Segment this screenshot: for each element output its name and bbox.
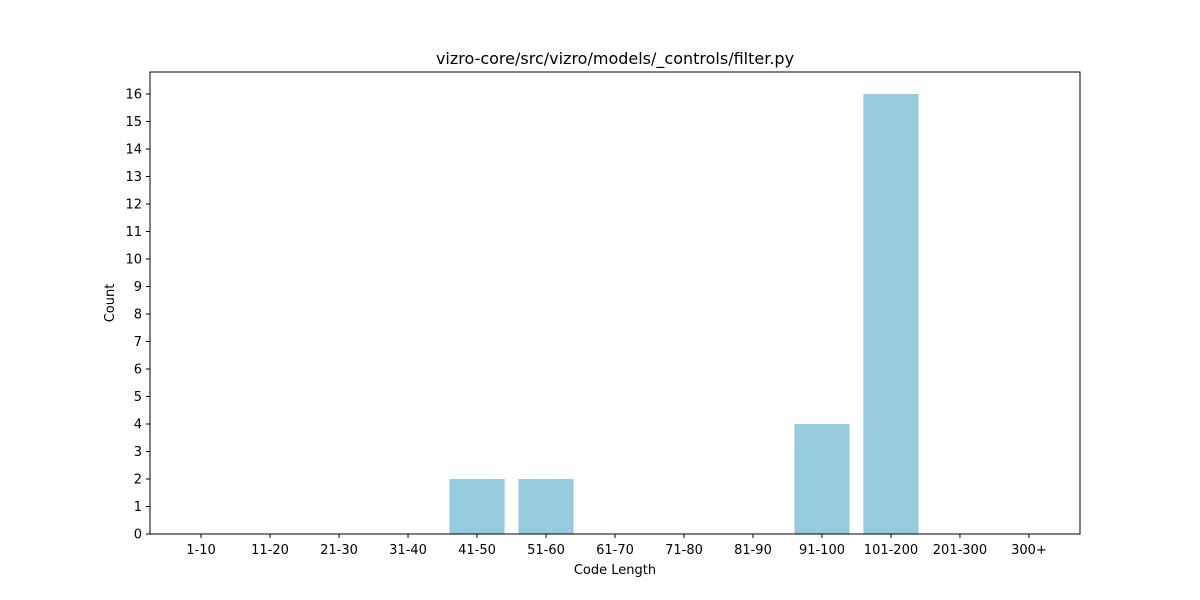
y-tick-label: 12 — [125, 198, 142, 213]
y-tick-label: 5 — [134, 390, 142, 405]
x-axis: 1-10 11-20 21-30 31-40 41-50 51-60 61-70 71-80 8… — [186, 534, 1047, 558]
x-tick-label: 201-300 — [933, 543, 987, 558]
x-tick-label: 300+ — [1011, 543, 1047, 558]
y-tick-label: 7 — [134, 335, 142, 350]
x-tick-label: 31-40 — [389, 543, 427, 558]
x-tick-label: 11-20 — [251, 543, 289, 558]
y-tick-label: 13 — [125, 170, 142, 185]
x-tick-label: 81-90 — [734, 543, 772, 558]
x-tick-label: 21-30 — [320, 543, 358, 558]
y-tick-label: 6 — [134, 363, 142, 378]
y-tick-label: 0 — [134, 528, 142, 543]
y-tick-label: 4 — [134, 418, 142, 433]
x-tick-label: 61-70 — [596, 543, 634, 558]
y-tick-label: 14 — [125, 143, 142, 158]
y-tick-label: 11 — [125, 225, 142, 240]
x-axis-label: Code Length — [574, 563, 656, 578]
plot-frame — [149, 71, 1081, 535]
chart-title: vizro-core/src/vizro/models/_controls/fi… — [436, 49, 794, 69]
y-tick-label: 3 — [134, 445, 142, 460]
y-tick-label: 15 — [125, 115, 142, 130]
x-tick-label: 41-50 — [458, 543, 496, 558]
bars-group — [449, 94, 919, 534]
y-axis-label: Count — [103, 284, 118, 323]
bar-101-200 — [863, 94, 919, 534]
y-tick-label: 8 — [134, 308, 142, 323]
y-tick-label: 10 — [125, 253, 142, 268]
bar-91-100 — [794, 424, 850, 534]
bar-41-50 — [449, 479, 505, 534]
bar-51-60 — [518, 479, 574, 534]
x-tick-label: 91-100 — [799, 543, 845, 558]
y-tick-label: 2 — [134, 473, 142, 488]
x-tick-label: 51-60 — [527, 543, 565, 558]
x-tick-label: 101-200 — [864, 543, 918, 558]
y-tick-label: 1 — [134, 500, 142, 515]
y-tick-label: 9 — [134, 280, 142, 295]
y-tick-label: 16 — [125, 88, 142, 103]
x-tick-label: 71-80 — [665, 543, 703, 558]
x-tick-label: 1-10 — [186, 543, 216, 558]
